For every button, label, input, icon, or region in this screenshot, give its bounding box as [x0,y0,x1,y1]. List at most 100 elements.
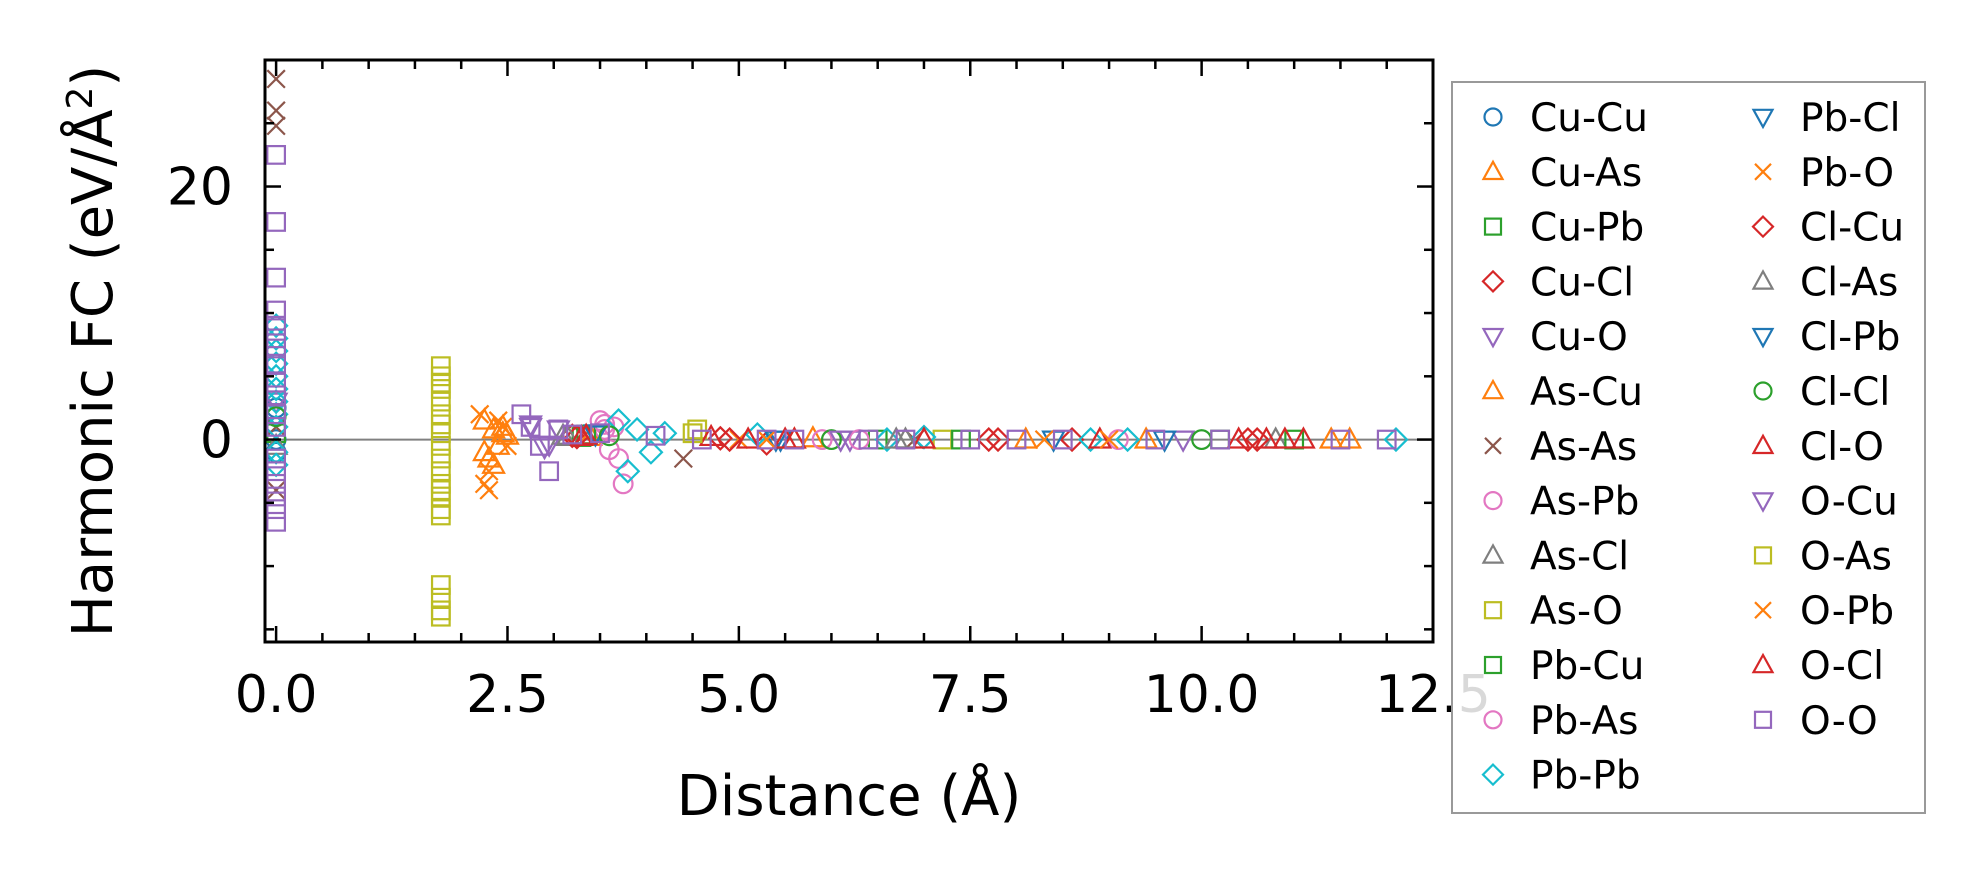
legend-item-cu-cu: Cu-Cu [1483,96,1648,141]
legend-item-as-cl: As-Cl [1481,534,1629,579]
legend-label: O-Cu [1800,480,1898,525]
data-point [472,407,497,430]
legend-marker [1753,710,1773,729]
data-point [430,575,451,595]
data-point [1170,430,1196,453]
data-point [1226,426,1251,449]
series-pb-o [470,404,1054,500]
legend-label: Cu-Cu [1530,96,1648,141]
legend-marker [1483,601,1503,620]
data-point [266,69,286,89]
data-point [1235,427,1261,453]
y-tick-label: 20 [167,158,233,218]
data-point [495,422,520,445]
data-point [266,144,287,165]
data-point [608,448,629,469]
data-point [539,461,560,482]
data-point [1059,427,1085,453]
data-point [562,424,583,445]
data-point [707,425,733,451]
data-point [1210,429,1231,450]
legend-label: Cl-Cl [1800,370,1890,415]
legend: Cu-Cu Cu-As Cu-Pb Cu-Cl Cu-O As-Cu As-As As-Pb A… [1451,81,1926,814]
data-point [430,499,451,520]
legend-item-cl-cl: Cl-Cl [1753,370,1890,415]
data-point [569,423,594,447]
data-point [430,448,451,469]
legend-label: As-As [1530,425,1637,470]
data-point [895,429,916,450]
legend-items: Cu-Cu Cu-As Cu-Pb Cu-Cl Cu-O As-Cu As-As As-Pb A… [1481,96,1904,799]
legend-item-pb-o: Pb-O [1754,151,1894,196]
series-cl-o [573,422,1316,449]
series-cl-cu [564,424,1270,453]
data-point [1145,429,1166,450]
series-as-pb [589,410,1129,495]
data-point [529,435,550,456]
legend-marker [1751,327,1775,349]
data-point [1034,429,1054,450]
x-tick-label: 7.5 [929,665,1012,725]
data-point [1115,427,1141,453]
legend-marker [1483,491,1503,511]
data-point [960,429,981,450]
series-o-o [266,144,1397,532]
data-point [756,429,777,450]
legend-item-o-pb: O-Pb [1754,589,1894,634]
legend-label: O-As [1800,534,1892,579]
legend-marker [1483,710,1503,730]
data-point [430,356,451,377]
legend-marker [1751,492,1775,513]
data-point [911,426,937,449]
legend-label: Cu-As [1530,151,1642,196]
legend-marker [1754,601,1772,619]
data-point [1376,429,1397,450]
data-points-layer [263,69,1409,627]
legend-item-cu-o: Cu-O [1481,315,1628,360]
data-point [430,606,451,627]
data-point [266,328,287,349]
data-point [615,458,641,484]
legend-marker [1753,546,1773,565]
legend-item-as-as: As-As [1484,425,1637,470]
legend-marker [1751,215,1775,239]
data-point [266,212,287,232]
data-point [1291,426,1316,449]
data-point [266,300,287,321]
data-point [430,366,451,387]
data-point [472,438,497,462]
legend-item-cu-as: Cu-As [1481,151,1642,196]
plot-frame [263,58,1435,644]
data-point [266,101,286,121]
data-point [612,473,634,495]
legend-item-cl-o: Cl-O [1751,425,1884,470]
data-point [820,429,842,451]
legend-marker [1481,269,1505,293]
data-point [497,436,518,456]
data-point [266,372,287,393]
legend-item-pb-cl: Pb-Cl [1751,96,1900,141]
legend-item-cl-cu: Cl-Cu [1751,206,1904,251]
legend-marker [1481,543,1505,564]
data-point [858,429,879,450]
data-point [1099,429,1119,450]
legend-label: Pb-Pb [1530,754,1641,799]
data-point [1078,427,1104,453]
data-point [430,391,451,412]
data-point [266,338,287,359]
data-point [266,511,287,532]
data-point [800,425,826,448]
legend-item-pb-as: Pb-As [1483,699,1639,744]
data-point [811,429,833,451]
y-tick-label: 0 [200,411,233,471]
legend-label: Cu-Cl [1530,260,1634,305]
data-point [1052,429,1073,450]
legend-item-cl-as: Cl-As [1751,260,1898,305]
data-point [976,427,1002,453]
data-point [479,461,499,481]
legend-marker [1754,163,1772,181]
legend-label: Pb-O [1800,151,1894,196]
data-point [548,419,569,440]
x-tick-label: 0.0 [235,665,318,725]
